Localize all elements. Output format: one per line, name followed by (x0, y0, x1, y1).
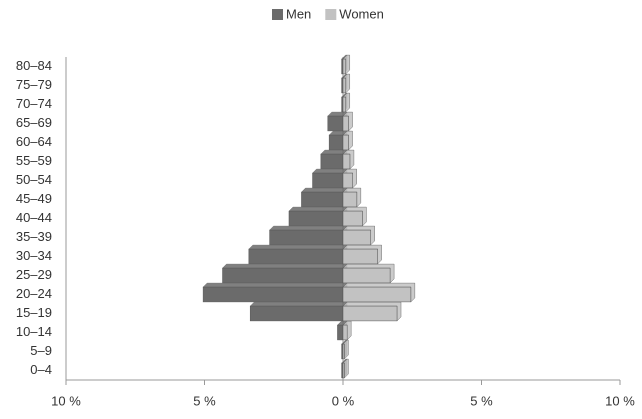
bar (328, 134, 344, 151)
bar (342, 153, 351, 170)
bar (342, 115, 349, 132)
bar (342, 286, 412, 303)
y-tick-label: 10–14 (16, 324, 52, 339)
bar (342, 362, 345, 379)
bar (342, 324, 348, 341)
y-tick-label: 75–79 (16, 77, 52, 92)
bar (202, 286, 344, 303)
x-tick-label: 10 % (605, 393, 635, 408)
legend-label: Women (339, 6, 384, 21)
legend-label: Men (286, 6, 311, 21)
bar (342, 134, 349, 151)
y-tick-label: 40–44 (16, 210, 52, 225)
bar (312, 172, 344, 189)
bar (269, 229, 344, 246)
y-tick-label: 35–39 (16, 229, 52, 244)
y-tick-label: 55–59 (16, 153, 52, 168)
bar (342, 96, 347, 113)
y-tick-label: 5–9 (30, 343, 52, 358)
bar (320, 153, 344, 170)
bar (342, 77, 347, 94)
y-tick-label: 60–64 (16, 134, 52, 149)
y-tick-label: 50–54 (16, 172, 52, 187)
x-tick-label: 10 % (51, 393, 81, 408)
bar (249, 305, 344, 322)
bar (301, 191, 344, 208)
legend-swatch (325, 9, 337, 20)
bar (342, 191, 358, 208)
bar (342, 305, 398, 322)
y-tick-label: 70–74 (16, 96, 52, 111)
bar (288, 210, 344, 227)
y-tick-label: 15–19 (16, 305, 52, 320)
bar (342, 229, 371, 246)
bar (342, 58, 347, 75)
x-tick-label: 0 % (332, 393, 355, 408)
y-tick-label: 30–34 (16, 248, 52, 263)
x-tick-label: 5 % (470, 393, 493, 408)
legend-swatch (272, 9, 283, 20)
bar (248, 248, 344, 265)
bar (327, 115, 344, 132)
y-tick-label: 20–24 (16, 286, 52, 301)
y-tick-label: 65–69 (16, 115, 52, 130)
bar (342, 267, 391, 284)
y-tick-label: 0–4 (30, 362, 52, 377)
x-tick-label: 5 % (193, 393, 216, 408)
bar (222, 267, 344, 284)
bar (337, 324, 344, 341)
bar (342, 248, 378, 265)
bar (342, 210, 363, 227)
y-tick-label: 80–84 (16, 58, 52, 73)
y-tick-label: 45–49 (16, 191, 52, 206)
bar (342, 172, 353, 189)
y-tick-label: 25–29 (16, 267, 52, 282)
bar (342, 343, 345, 360)
